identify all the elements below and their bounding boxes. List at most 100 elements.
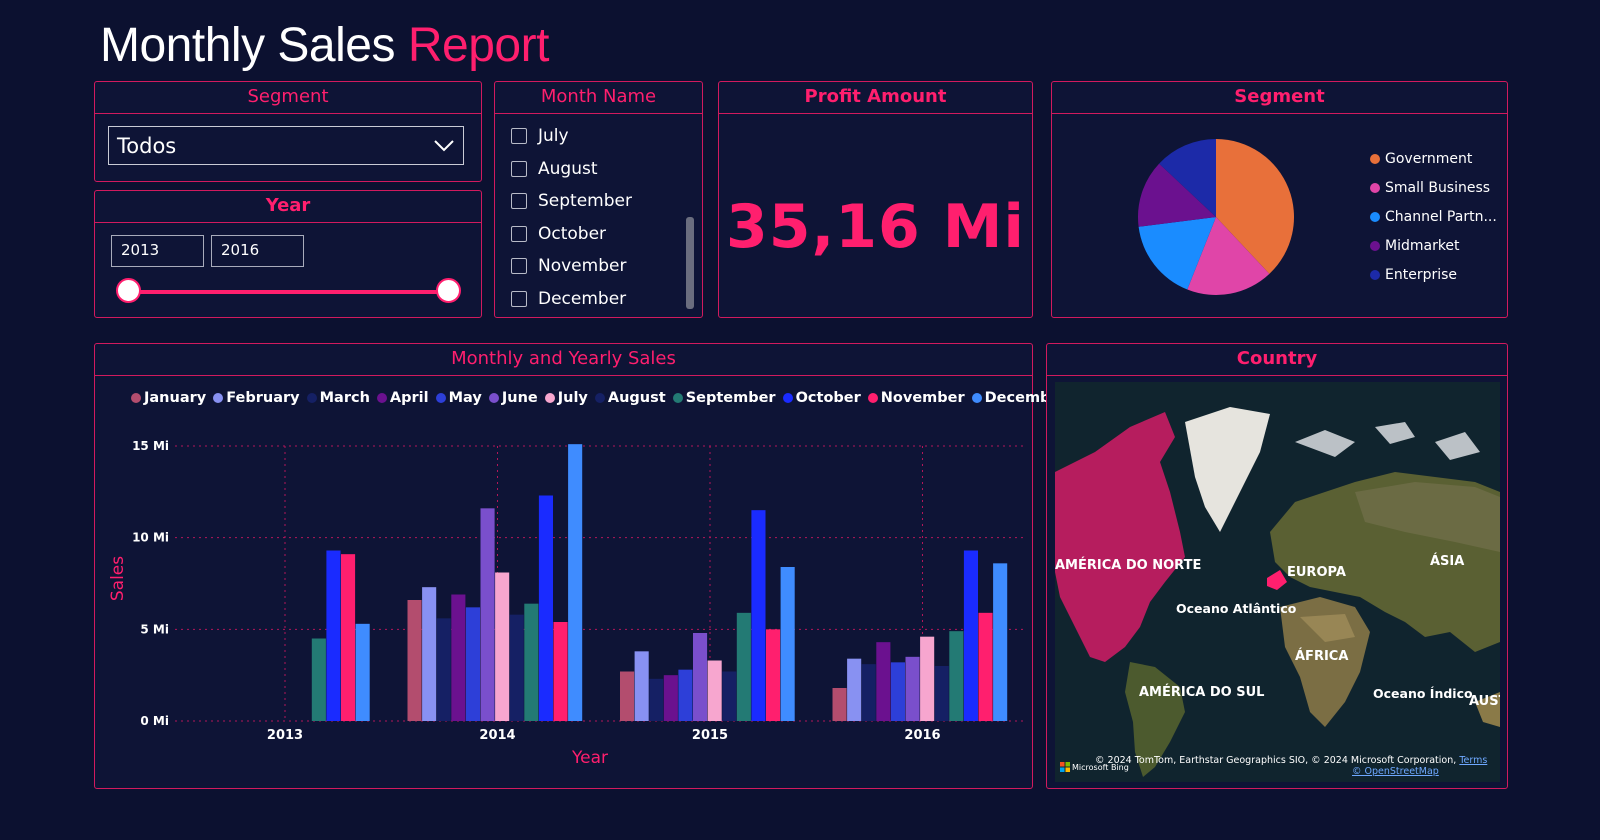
bar-july-2014[interactable] (495, 572, 510, 722)
bar-september-2016[interactable] (949, 631, 964, 721)
bar-february-2015[interactable] (634, 651, 649, 721)
checkbox[interactable] (511, 193, 527, 210)
pie-legend-item[interactable]: Channel Partn... (1370, 202, 1497, 231)
month-item-august[interactable]: August (511, 153, 632, 186)
bar-december-2013[interactable] (355, 623, 370, 721)
segment-dropdown[interactable]: Todos (108, 126, 464, 165)
segment-pie-chart[interactable] (1131, 132, 1301, 302)
sales-bar-chart[interactable]: 0 Mi 5 Mi 10 Mi 15 Mi 2013 2014 2015 2016 Year Sa… (95, 416, 1032, 786)
pie-slice-government[interactable] (1216, 139, 1294, 274)
pie-legend-item[interactable]: Small Business (1370, 173, 1497, 202)
legend-item-july[interactable]: July (544, 390, 588, 406)
month-label: December (538, 288, 627, 309)
map-osm-link[interactable]: © OpenStreetMap (1352, 766, 1439, 777)
legend-dot (1370, 240, 1380, 251)
bar-march-2015[interactable] (649, 678, 664, 721)
bar-august-2014[interactable] (509, 614, 524, 721)
bar-july-2016[interactable] (920, 636, 935, 721)
legend-dot (306, 393, 317, 403)
year-end-input[interactable]: 2016 (211, 235, 304, 267)
legend-item-february[interactable]: February (213, 390, 300, 406)
month-item-october[interactable]: October (511, 218, 632, 251)
x-tick-label: 2013 (267, 728, 303, 743)
profit-card-title: Profit Amount (719, 82, 1032, 114)
year-slider-track[interactable] (129, 290, 449, 294)
legend-item-march[interactable]: March (306, 390, 370, 406)
legend-item-october[interactable]: October (782, 390, 861, 406)
bar-january-2016[interactable] (832, 688, 847, 721)
bar-november-2013[interactable] (341, 554, 356, 721)
pie-legend-item[interactable]: Midmarket (1370, 231, 1497, 260)
year-start-input[interactable]: 2013 (111, 235, 204, 267)
bar-june-2016[interactable] (905, 656, 920, 721)
checkbox[interactable] (511, 128, 527, 145)
checkbox[interactable] (511, 258, 527, 275)
world-map-image (1055, 382, 1500, 782)
month-label: September (538, 191, 632, 212)
bar-august-2015[interactable] (722, 671, 737, 722)
bar-february-2014[interactable] (422, 587, 437, 721)
bar-may-2015[interactable] (678, 669, 693, 721)
month-list-scrollbar[interactable] (686, 217, 694, 309)
bar-september-2014[interactable] (524, 603, 539, 721)
legend-item-january[interactable]: January (131, 390, 206, 406)
month-item-november[interactable]: November (511, 250, 632, 283)
bar-june-2014[interactable] (480, 508, 495, 721)
legend-item-september[interactable]: September (672, 390, 776, 406)
bar-april-2016[interactable] (876, 642, 891, 721)
bar-april-2015[interactable] (663, 675, 678, 721)
month-slicer: Month Name July August September October… (494, 81, 703, 318)
bar-september-2013[interactable] (311, 638, 326, 722)
bar-november-2014[interactable] (553, 622, 568, 721)
bar-january-2014[interactable] (407, 600, 422, 721)
bar-september-2015[interactable] (736, 612, 751, 721)
bar-november-2015[interactable] (766, 629, 781, 721)
month-item-july[interactable]: July (511, 120, 632, 153)
bar-july-2015[interactable] (707, 660, 722, 722)
pie-slice-small-business[interactable] (1187, 217, 1270, 295)
legend-dot (1370, 182, 1380, 193)
month-item-december[interactable]: December (511, 283, 632, 316)
y-axis-title: Sales (108, 556, 128, 601)
checkbox[interactable] (511, 225, 527, 242)
bar-may-2014[interactable] (465, 607, 480, 721)
europe-highlight (1267, 570, 1287, 590)
bar-october-2014[interactable] (538, 495, 553, 722)
segment-pie-legend: Government Small Business Channel Partn...… (1370, 144, 1497, 289)
pie-slice-channel-partn-[interactable] (1138, 217, 1216, 290)
bar-december-2014[interactable] (568, 444, 583, 721)
segment-pie-title: Segment (1052, 82, 1507, 114)
checkbox[interactable] (511, 160, 527, 177)
legend-item-may[interactable]: May (435, 390, 482, 406)
bar-november-2016[interactable] (978, 612, 993, 721)
legend-item-april[interactable]: April (376, 390, 429, 406)
pie-legend-item[interactable]: Enterprise (1370, 260, 1497, 289)
map-terms-link[interactable]: Terms (1459, 755, 1488, 766)
bar-february-2016[interactable] (847, 658, 862, 721)
bar-october-2015[interactable] (751, 510, 766, 721)
month-item-september[interactable]: September (511, 185, 632, 218)
bar-december-2016[interactable] (993, 563, 1008, 721)
bar-june-2015[interactable] (693, 633, 708, 721)
bar-august-2016[interactable] (934, 666, 949, 721)
bar-march-2014[interactable] (436, 618, 451, 721)
pie-legend-item[interactable]: Government (1370, 144, 1497, 173)
pie-slice-enterprise[interactable] (1159, 139, 1216, 217)
legend-item-august[interactable]: August (594, 390, 666, 406)
map-label-asia: ÁSIA (1430, 554, 1465, 569)
bar-december-2015[interactable] (780, 567, 795, 721)
checkbox[interactable] (511, 290, 527, 307)
year-slider-start-handle[interactable] (116, 278, 141, 303)
legend-label: June (501, 390, 538, 406)
bar-october-2016[interactable] (963, 550, 978, 722)
bar-january-2015[interactable] (620, 671, 635, 722)
bar-april-2014[interactable] (451, 594, 466, 722)
pie-slice-midmarket[interactable] (1138, 163, 1216, 227)
country-map[interactable]: AMÉRICA DO NORTE EUROPA ÁSIA Oceano Atlâ… (1055, 382, 1500, 782)
bar-may-2016[interactable] (890, 662, 905, 721)
legend-item-june[interactable]: June (488, 390, 538, 406)
bar-march-2016[interactable] (861, 664, 876, 721)
bar-october-2013[interactable] (326, 550, 341, 722)
legend-item-november[interactable]: November (867, 390, 965, 406)
year-slider-end-handle[interactable] (436, 278, 461, 303)
